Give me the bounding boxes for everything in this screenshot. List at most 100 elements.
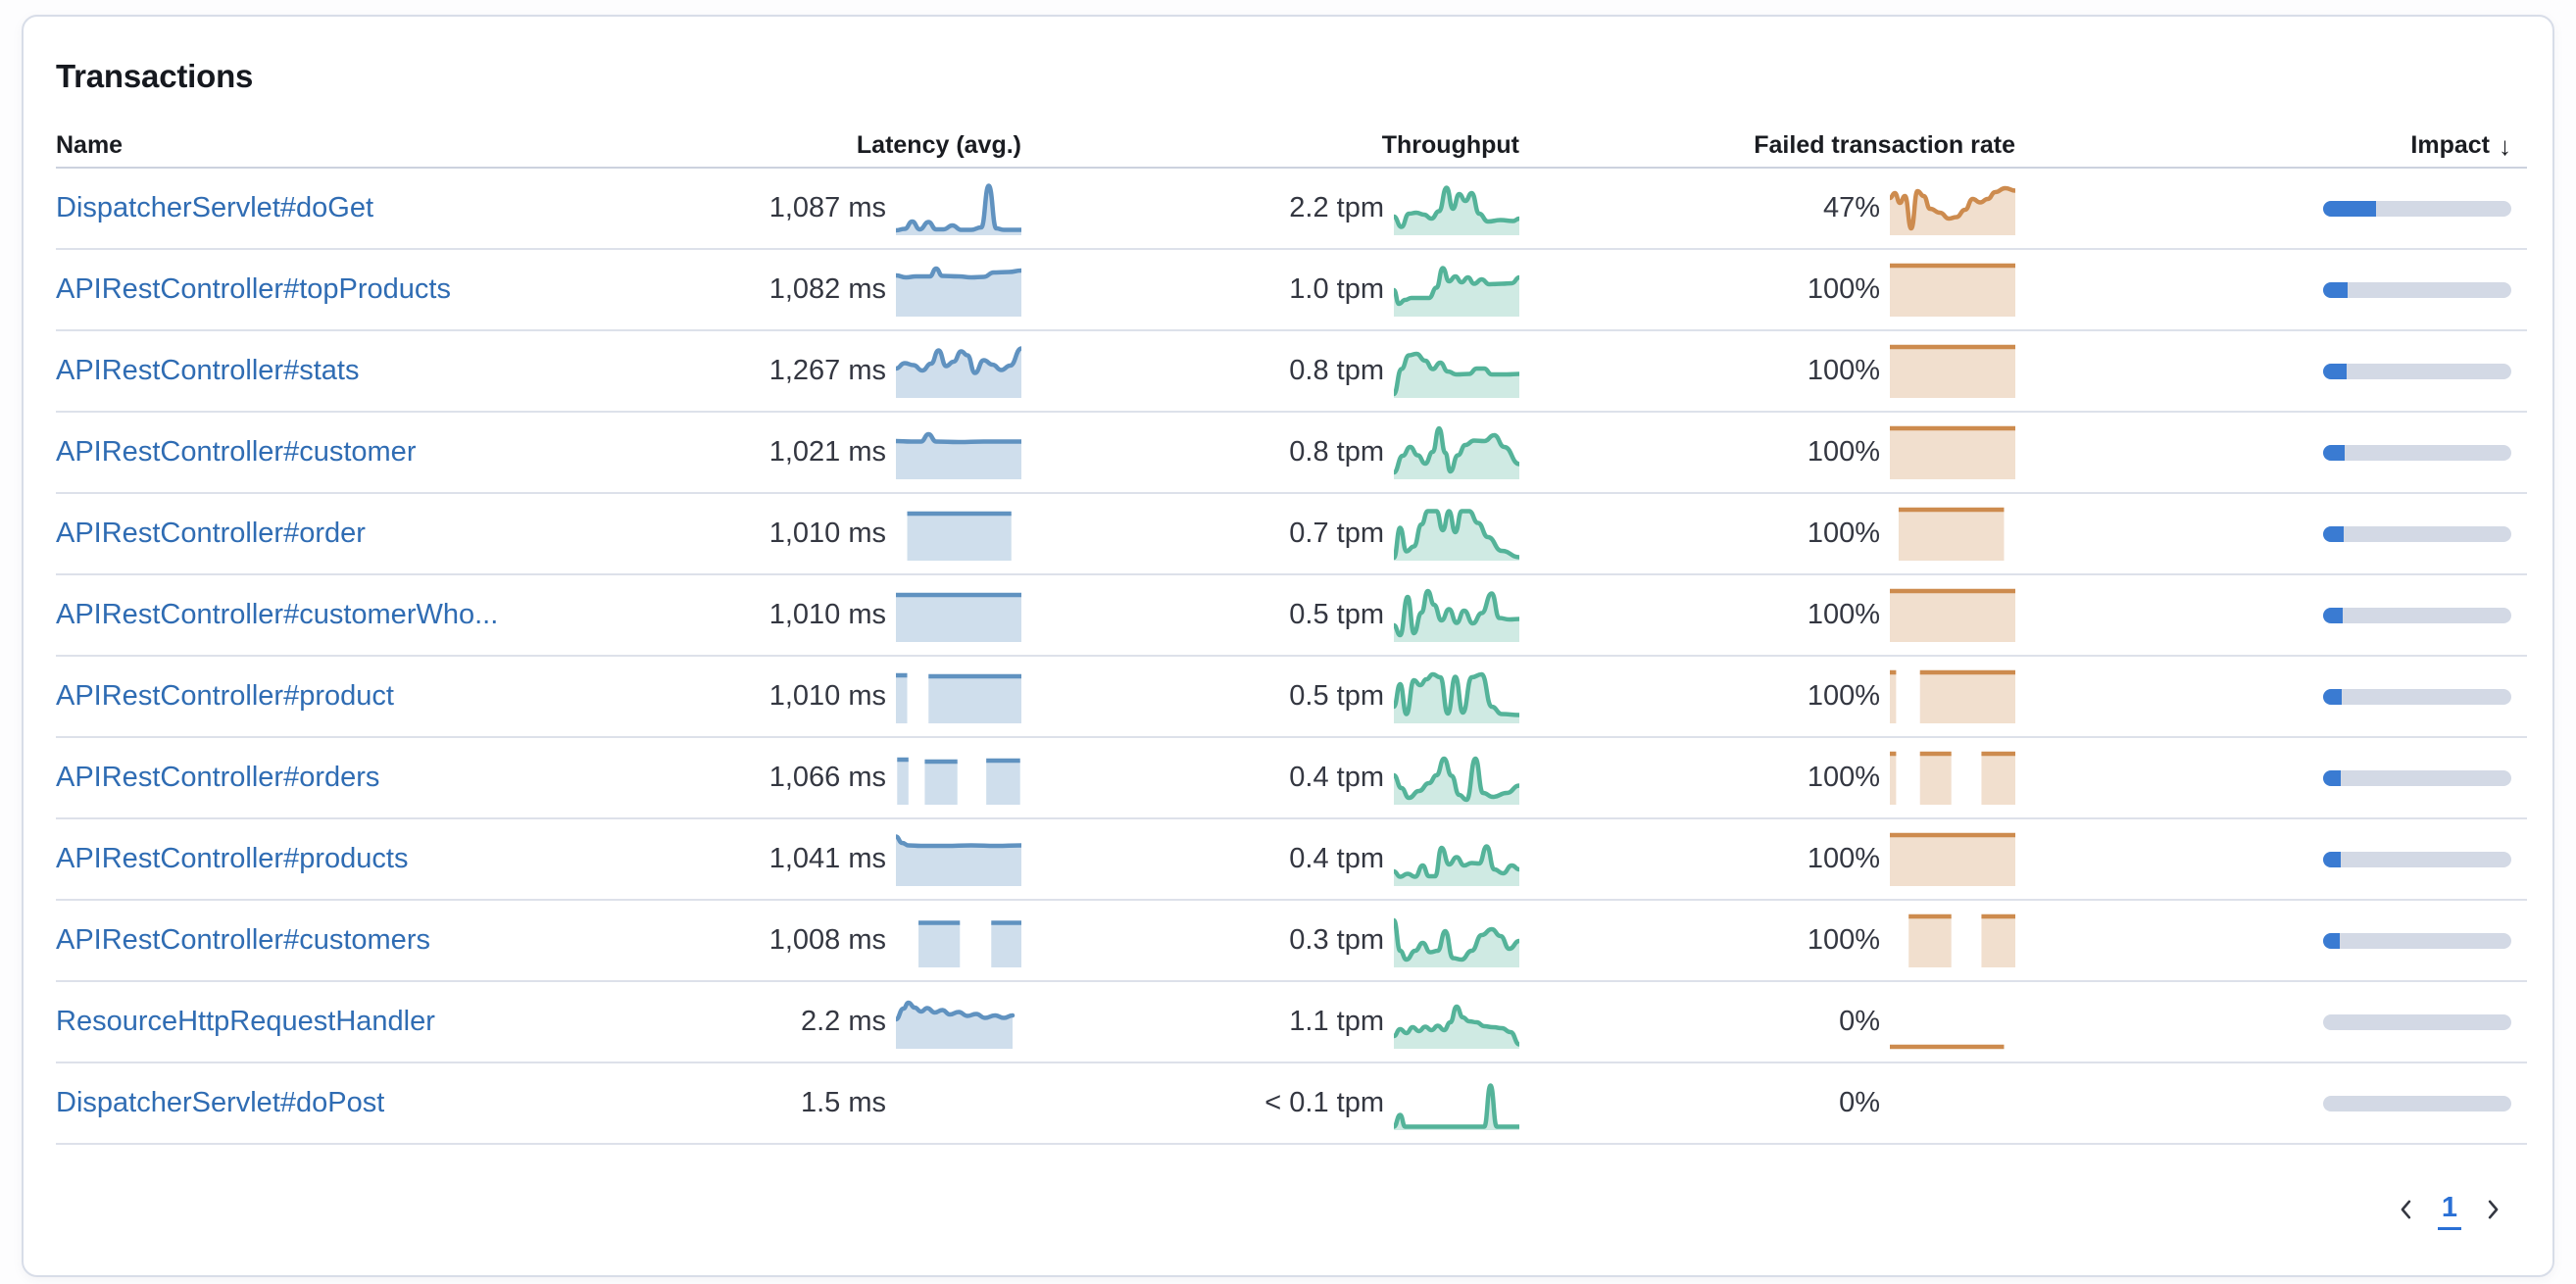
- transaction-link[interactable]: APIRestController#product: [56, 680, 394, 712]
- failed-cell: 100%: [1519, 587, 2015, 644]
- transaction-link[interactable]: APIRestController#customer: [56, 436, 417, 468]
- throughput-cell: 2.2 tpm: [1021, 180, 1519, 237]
- latency-sparkline: [896, 262, 1021, 319]
- impact-cell: [2015, 1013, 2511, 1030]
- impact-cell: [2015, 281, 2511, 298]
- impact-bar-track: [2323, 444, 2511, 461]
- transaction-link[interactable]: APIRestController#orders: [56, 762, 380, 793]
- impact-bar-fill: [2323, 932, 2340, 949]
- transaction-link[interactable]: APIRestController#order: [56, 518, 366, 549]
- panel-title: Transactions: [56, 58, 254, 94]
- impact-bar-track: [2323, 281, 2511, 298]
- failed-cell: 100%: [1519, 831, 2015, 888]
- latency-cell: 1,267 ms: [551, 343, 1021, 400]
- table-body: DispatcherServlet#doGet 1,087 ms 2.2 tpm 47…: [56, 169, 2527, 1145]
- table-row: APIRestController#customerWho... 1,010 ms…: [56, 575, 2527, 657]
- name-cell: DispatcherServlet#doPost: [56, 1087, 551, 1119]
- column-header-label: Failed transaction rate: [1754, 131, 2015, 159]
- column-header-latency-avg[interactable]: Latency (avg.): [551, 131, 1021, 160]
- throughput-sparkline: [1394, 994, 1519, 1051]
- pagination-prev-button[interactable]: [2392, 1196, 2421, 1225]
- table-row: APIRestController#stats 1,267 ms 0.8 tpm 10…: [56, 331, 2527, 413]
- impact-bar-fill: [2323, 363, 2347, 379]
- throughput-sparkline: [1394, 506, 1519, 563]
- failed-rate-sparkline: [1890, 668, 2015, 725]
- latency-cell: 1,021 ms: [551, 424, 1021, 481]
- throughput-cell: < 0.1 tpm: [1021, 1075, 1519, 1132]
- column-header-name[interactable]: Name: [56, 131, 551, 160]
- latency-value: 1,041 ms: [768, 843, 886, 874]
- table-header-row: Name Latency (avg.) Throughput Failed trans…: [56, 124, 2527, 169]
- transaction-link[interactable]: APIRestController#customers: [56, 924, 430, 956]
- name-cell: ResourceHttpRequestHandler: [56, 1006, 551, 1038]
- impact-cell: [2015, 607, 2511, 623]
- name-cell: APIRestController#products: [56, 843, 551, 875]
- impact-bar-fill: [2323, 525, 2344, 542]
- failed-rate-value: 100%: [1807, 436, 1880, 468]
- failed-rate-value: 47%: [1822, 192, 1880, 223]
- column-header-impact[interactable]: Impact ↓: [2015, 130, 2511, 161]
- failed-rate-sparkline: [1890, 262, 2015, 319]
- name-cell: APIRestController#topProducts: [56, 273, 551, 306]
- column-header-label: Latency (avg.): [856, 131, 1021, 159]
- throughput-cell: 0.5 tpm: [1021, 587, 1519, 644]
- throughput-cell: 0.4 tpm: [1021, 750, 1519, 807]
- latency-value: 1,010 ms: [768, 680, 886, 712]
- failed-cell: 100%: [1519, 424, 2015, 481]
- latency-value: 1,008 ms: [768, 924, 886, 956]
- failed-rate-value: 100%: [1807, 273, 1880, 305]
- impact-cell: [2015, 444, 2511, 461]
- pagination-next-button[interactable]: [2478, 1196, 2507, 1225]
- failed-rate-sparkline: [1890, 831, 2015, 888]
- transaction-link[interactable]: ResourceHttpRequestHandler: [56, 1006, 435, 1037]
- failed-rate-value: 100%: [1807, 843, 1880, 874]
- impact-bar-fill: [2323, 281, 2348, 298]
- impact-bar-track: [2323, 525, 2511, 542]
- latency-cell: 1,066 ms: [551, 750, 1021, 807]
- transaction-link[interactable]: DispatcherServlet#doPost: [56, 1087, 385, 1118]
- name-cell: APIRestController#product: [56, 680, 551, 713]
- failed-cell: 47%: [1519, 180, 2015, 237]
- impact-bar-track: [2323, 769, 2511, 786]
- throughput-sparkline: [1394, 831, 1519, 888]
- latency-sparkline: [896, 587, 1021, 644]
- impact-cell: [2015, 1095, 2511, 1111]
- latency-value: 2.2 ms: [800, 1006, 886, 1037]
- transaction-link[interactable]: APIRestController#stats: [56, 355, 360, 386]
- transactions-panel: Transactions Name Latency (avg.) Throughpu…: [22, 15, 2554, 1277]
- table-row: DispatcherServlet#doPost 1.5 ms < 0.1 tpm 0…: [56, 1063, 2527, 1145]
- failed-rate-value: 100%: [1807, 518, 1880, 549]
- throughput-cell: 1.1 tpm: [1021, 994, 1519, 1051]
- column-header-throughput[interactable]: Throughput: [1021, 131, 1519, 160]
- table-row: APIRestController#order 1,010 ms 0.7 tpm 10…: [56, 494, 2527, 575]
- table-row: APIRestController#topProducts 1,082 ms 1.0…: [56, 250, 2527, 331]
- throughput-cell: 0.7 tpm: [1021, 506, 1519, 563]
- latency-cell: 1,041 ms: [551, 831, 1021, 888]
- failed-cell: 0%: [1519, 1075, 2015, 1132]
- failed-rate-sparkline: [1890, 913, 2015, 969]
- throughput-value: 1.0 tpm: [1289, 273, 1384, 305]
- pagination-page-1[interactable]: 1: [2437, 1192, 2461, 1230]
- transaction-link[interactable]: DispatcherServlet#doGet: [56, 192, 373, 223]
- failed-cell: 100%: [1519, 343, 2015, 400]
- failed-rate-value: 100%: [1807, 599, 1880, 630]
- impact-bar-fill: [2323, 688, 2342, 705]
- failed-rate-sparkline: [1890, 506, 2015, 563]
- latency-cell: 1,082 ms: [551, 262, 1021, 319]
- impact-bar-fill: [2323, 851, 2341, 867]
- throughput-value: 1.1 tpm: [1289, 1006, 1384, 1037]
- transaction-link[interactable]: APIRestController#products: [56, 843, 409, 874]
- latency-value: 1,010 ms: [768, 518, 886, 549]
- column-header-failed-transaction-rate[interactable]: Failed transaction rate: [1519, 131, 2015, 160]
- failed-rate-sparkline: [1890, 343, 2015, 400]
- throughput-sparkline: [1394, 424, 1519, 481]
- latency-sparkline: [896, 180, 1021, 237]
- latency-cell: 2.2 ms: [551, 994, 1021, 1051]
- transaction-link[interactable]: APIRestController#customerWho...: [56, 599, 499, 630]
- latency-sparkline: [896, 506, 1021, 563]
- throughput-cell: 1.0 tpm: [1021, 262, 1519, 319]
- impact-cell: [2015, 688, 2511, 705]
- failed-cell: 100%: [1519, 750, 2015, 807]
- transaction-link[interactable]: APIRestController#topProducts: [56, 273, 451, 305]
